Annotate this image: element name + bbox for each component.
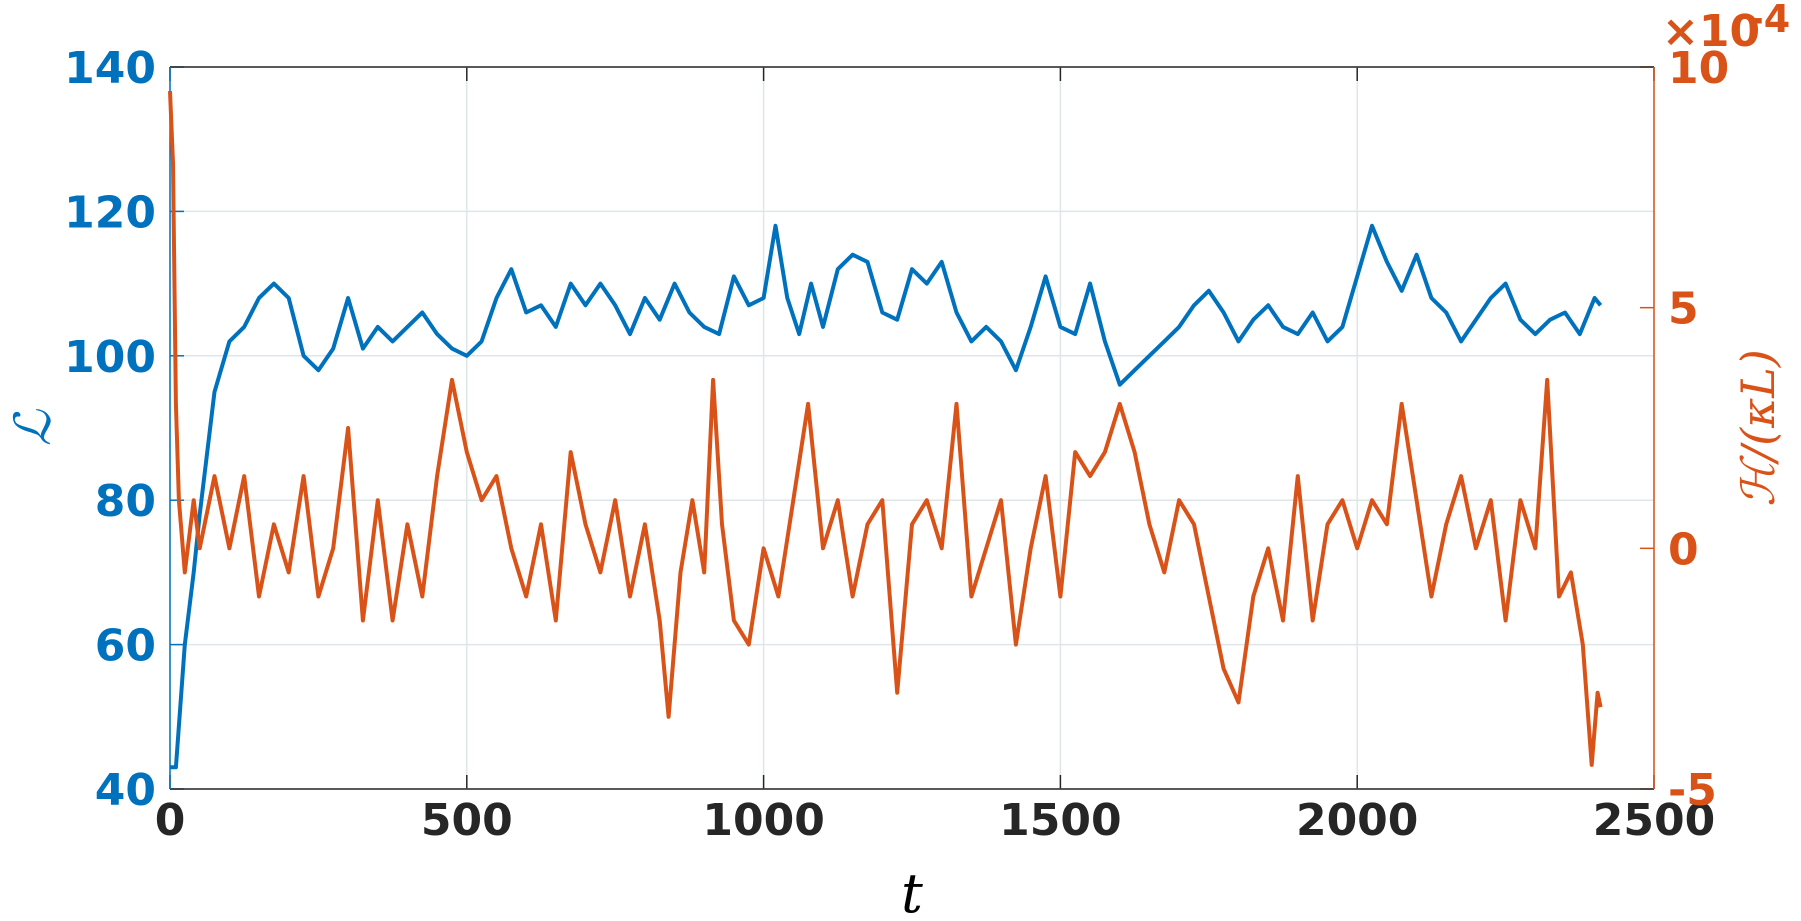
y2-exponent-power: -4 xyxy=(1748,0,1790,41)
x-tick-label: 500 xyxy=(421,795,513,846)
x-tick-label: 2500 xyxy=(1593,795,1715,846)
y2-tick-label: -5 xyxy=(1668,765,1717,816)
y-tick-label: 80 xyxy=(95,476,156,527)
y-axis-label: ℒ xyxy=(4,409,62,446)
x-tick-label: 1000 xyxy=(702,795,824,846)
data-line xyxy=(170,223,1603,770)
y-tick-label: 100 xyxy=(64,332,156,383)
y-tick-label: 140 xyxy=(64,43,156,94)
y2-exponent-base: ×10 xyxy=(1662,6,1760,57)
y2-tick-label: 0 xyxy=(1668,524,1699,575)
y2-tick-label: 5 xyxy=(1668,284,1699,335)
y-tick-label: 40 xyxy=(95,765,156,816)
x-tick-label: 1500 xyxy=(999,795,1121,846)
x-tick-label: 2000 xyxy=(1296,795,1418,846)
y-tick-label: 60 xyxy=(95,621,156,672)
y2-axis-label: ℋ/(κL) xyxy=(1731,349,1785,507)
data-line xyxy=(168,91,1603,767)
x-tick-label: 0 xyxy=(155,795,186,846)
x-axis-label: t xyxy=(901,862,923,917)
y2-tick-label: 10 xyxy=(1668,43,1729,94)
y-tick-label: 120 xyxy=(64,187,156,238)
